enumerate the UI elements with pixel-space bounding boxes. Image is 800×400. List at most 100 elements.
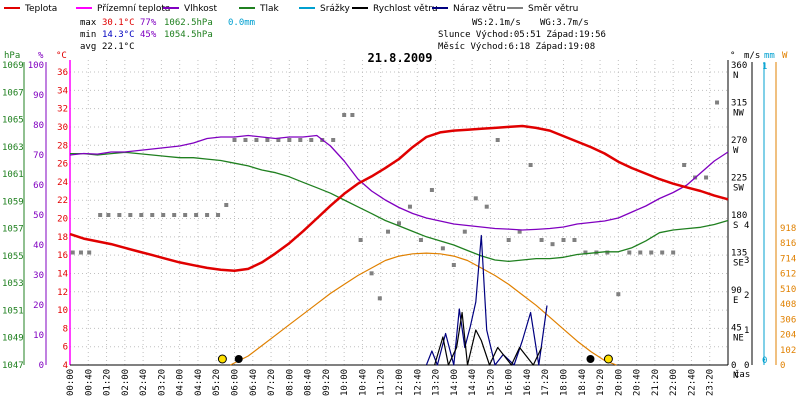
celsius-tick-label: 34 xyxy=(57,86,68,96)
wind-direction-point xyxy=(418,238,423,242)
wind-direction-point xyxy=(407,204,412,209)
percent-tick-label: 20 xyxy=(33,301,44,311)
x-tick-label: 04:00 xyxy=(176,369,186,396)
celsius-tick-label: 28 xyxy=(57,141,68,151)
legend-item: Srážky xyxy=(320,4,351,14)
direction-tick-label: NW xyxy=(733,109,744,119)
x-tick-label: 16:40 xyxy=(523,369,533,396)
celsius-tick-label: 32 xyxy=(57,105,68,115)
stats-block: max 30.1°C 77% 1062.5hPa 0.0mm min 14.3°… xyxy=(80,18,606,52)
moon-marker xyxy=(234,355,243,363)
celsius-tick-label: 20 xyxy=(57,215,68,225)
legend-item: Směr větru xyxy=(528,4,578,14)
chart-plot-area xyxy=(69,100,729,366)
percent-tick-label: 0 xyxy=(39,361,44,371)
celsius-tick-label: 16 xyxy=(57,251,68,261)
degree-tick-label: 225 xyxy=(731,174,747,184)
chart-legend: Teplota Přízemní teplota Vlhkost Tlak Srážky… xyxy=(4,4,578,14)
wind-direction-point xyxy=(484,204,489,209)
wind-direction-point xyxy=(287,138,292,142)
x-tick-label: 12:40 xyxy=(413,369,423,396)
x-axis-unit: čas xyxy=(734,369,750,380)
percent-tick-label: 80 xyxy=(33,121,44,131)
wind-direction-point xyxy=(627,250,632,255)
wind-direction-point xyxy=(243,138,248,142)
wind-direction-point xyxy=(106,213,111,217)
wind-direction-point xyxy=(572,238,577,242)
direction-tick-label: E xyxy=(733,296,738,306)
x-tick-label: 06:00 xyxy=(231,369,241,396)
wind-direction-point xyxy=(369,271,374,276)
wind-direction-point xyxy=(358,238,363,242)
degree-tick-label: 180 xyxy=(731,211,747,221)
x-tick-label: 08:40 xyxy=(304,369,314,396)
x-tick-label: 20:40 xyxy=(633,369,643,396)
x-tick-label: 10:40 xyxy=(358,369,368,396)
wind-direction-point xyxy=(117,213,122,217)
x-tick-label: 07:20 xyxy=(267,369,277,396)
ms-tick-label: 3 xyxy=(744,256,749,266)
temperature-line xyxy=(69,124,729,272)
x-tick-label: 08:00 xyxy=(285,369,295,396)
wind-direction-point xyxy=(473,196,478,201)
gust-line xyxy=(425,234,548,366)
wind-direction-point xyxy=(649,250,654,255)
wind-direction-point xyxy=(451,263,456,267)
x-tick-label: 00:00 xyxy=(66,369,76,396)
direction-tick-label: N xyxy=(733,71,738,81)
wind-direction-point xyxy=(98,213,103,217)
x-tick-label: 11:20 xyxy=(377,369,387,396)
stat-wg: WG:3.7m/s xyxy=(540,18,589,28)
wind-direction-point xyxy=(495,138,500,142)
hpa-tick-label: 1061 xyxy=(2,170,24,180)
hpa-tick-label: 1051 xyxy=(2,306,24,316)
degree-tick-label: 270 xyxy=(731,136,747,146)
stat-max-press: 1062.5hPa xyxy=(164,18,213,28)
celsius-tick-label: 30 xyxy=(57,123,68,133)
degree-tick-label: 0 xyxy=(731,361,736,371)
mm-axis-label: mm xyxy=(764,51,775,61)
legend-item: Rychlost větru xyxy=(373,4,438,14)
hpa-tick-label: 1055 xyxy=(2,252,24,262)
hpa-tick-label: 1069 xyxy=(2,61,24,71)
wind-direction-point xyxy=(183,213,188,217)
solar-line xyxy=(230,252,617,366)
wind-direction-point xyxy=(150,213,155,217)
wm2-tick-label: 714 xyxy=(780,254,796,264)
wind-direction-point xyxy=(309,138,314,142)
x-tick-label: 14:00 xyxy=(450,369,460,396)
percent-axis-label: % xyxy=(38,51,44,61)
x-tick-label: 14:40 xyxy=(468,369,478,396)
x-tick-label: 05:20 xyxy=(212,369,222,396)
celsius-tick-label: 6 xyxy=(63,343,68,353)
wm2-tick-label: 816 xyxy=(780,239,796,249)
wm2-tick-label: 918 xyxy=(780,224,796,234)
x-tick-label: 23:20 xyxy=(706,369,716,396)
stat-min-hum: 45% xyxy=(140,30,157,40)
wind-direction-point xyxy=(194,213,199,217)
degree-tick-label: 360 xyxy=(731,61,747,71)
celsius-tick-label: 22 xyxy=(57,196,68,206)
wind-direction-point xyxy=(528,163,533,167)
x-tick-label: 02:00 xyxy=(121,369,131,396)
wind-direction-point xyxy=(671,250,676,255)
x-tick-label: 22:40 xyxy=(687,369,697,396)
wm2-tick-label: 0 xyxy=(780,361,785,371)
percent-tick-label: 90 xyxy=(33,91,44,101)
celsius-tick-label: 8 xyxy=(63,324,68,334)
wind-direction-point xyxy=(172,213,177,217)
wind-direction-point xyxy=(342,113,347,117)
wind-direction-point xyxy=(205,213,210,217)
percent-tick-label: 60 xyxy=(33,181,44,191)
x-tick-label: 17:20 xyxy=(541,369,551,396)
stat-sun: Slunce Východ:05:51 Západ:19:56 xyxy=(438,30,606,40)
wind-direction-point xyxy=(139,213,144,217)
direction-tick-label: SE xyxy=(733,259,744,269)
humidity-line xyxy=(69,134,729,231)
celsius-tick-label: 18 xyxy=(57,233,68,243)
x-tick-label: 03:20 xyxy=(157,369,167,396)
wind-direction-point xyxy=(462,229,467,234)
ms-axis-label: m/s xyxy=(744,51,760,61)
wind-direction-point xyxy=(70,250,75,255)
ms-tick-label: 1 xyxy=(744,326,749,336)
